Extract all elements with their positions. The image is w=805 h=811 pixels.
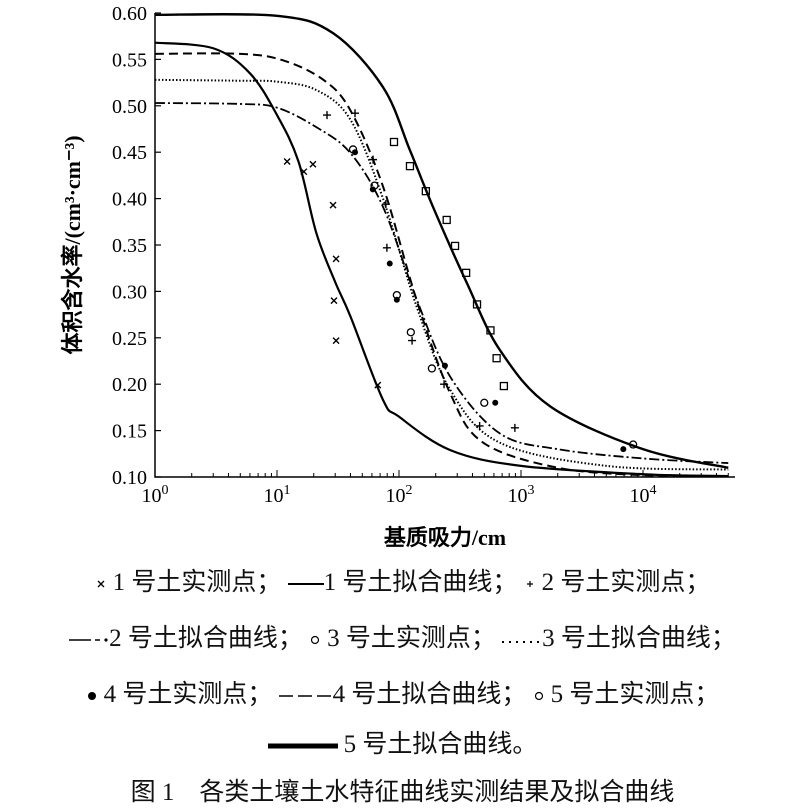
y-tick-label: 0.55 — [112, 49, 147, 71]
y-tick-label: 0.10 — [112, 467, 147, 489]
data-point-x — [309, 160, 317, 168]
data-point-dot — [352, 149, 359, 156]
y-tick-label: 0.60 — [112, 3, 147, 25]
fit-curve — [154, 78, 729, 471]
data-point-square — [442, 215, 451, 225]
data-point-plus — [369, 155, 378, 164]
data-point-plus — [381, 200, 390, 209]
fit-curves — [154, 12, 729, 478]
legend-item: 1 号土拟合曲线； — [323, 569, 518, 596]
legend-item: 2 号土实测点； — [541, 569, 711, 596]
fit-curve — [154, 12, 729, 469]
legend-row-2: 2 号土拟合曲线； 3 号土实测点； 3 号土拟合曲线； — [0, 618, 805, 654]
data-point-x — [300, 168, 308, 176]
axis-lines — [154, 13, 735, 478]
dotted-line-icon — [502, 641, 543, 644]
y-tick-label: 0.50 — [112, 96, 147, 118]
legend-item: 3 号土实测点； — [327, 625, 496, 652]
legend-row-1: 1 号土实测点； 1 号土拟合曲线； 2 号土实测点； — [0, 562, 805, 598]
x-tick-label: 101 — [264, 483, 291, 507]
data-point-circle — [427, 364, 437, 373]
data-point-dot — [441, 362, 448, 369]
data-point-circle — [628, 440, 638, 449]
dash-dot-line-icon — [69, 638, 108, 642]
bold-line-icon — [267, 743, 338, 749]
data-point-square — [405, 161, 415, 171]
legend-item: 5 号土拟合曲线。 — [343, 731, 538, 758]
x-tick-label: 104 — [630, 483, 657, 507]
chart: 0.10 0.15 0.20 0.25 0.30 0.35 0.40 0.45 0.50 0.55… — [60, 3, 735, 550]
fit-curve — [154, 41, 729, 478]
data-point-square — [486, 326, 495, 335]
circle-marker-icon — [311, 636, 320, 645]
data-point-plus — [382, 243, 391, 252]
data-point-x — [332, 255, 340, 263]
x-tick-label: 100 — [142, 483, 169, 507]
data-point-square — [499, 381, 509, 391]
fit-curve — [154, 102, 729, 464]
legend-item: 4 号土拟合曲线； — [332, 681, 527, 708]
fit-curve — [154, 52, 729, 478]
plus-marker-icon — [526, 581, 533, 588]
data-point-x — [332, 337, 340, 345]
legend-item: 5 号土实测点； — [550, 681, 720, 708]
y-tick-label: 0.30 — [112, 281, 147, 303]
data-point-plus — [351, 109, 360, 118]
solid-line-icon — [287, 583, 324, 586]
data-point-square — [472, 300, 482, 309]
data-point-circle — [406, 328, 415, 337]
data-point-plus — [323, 111, 332, 120]
data-point-square — [461, 268, 471, 277]
data-point-plus — [440, 380, 449, 389]
legend-item: 2 号土拟合曲线； — [109, 625, 303, 652]
axes: 0.10 0.15 0.20 0.25 0.30 0.35 0.40 0.45 0.50 0.55… — [112, 3, 735, 507]
y-tick-label: 0.45 — [112, 142, 147, 164]
data-point-x — [283, 157, 291, 165]
y-tick-label: 0.25 — [112, 328, 147, 350]
legend-item: 3 号土拟合曲线； — [542, 625, 736, 652]
data-point-plus — [510, 423, 519, 432]
circle-marker-icon — [534, 692, 543, 701]
data-point-square — [492, 354, 501, 363]
x-tick-label: 103 — [508, 483, 535, 507]
y-tick-label: 0.20 — [112, 374, 147, 396]
data-point-dot — [393, 296, 400, 303]
dashed-line-icon — [278, 695, 333, 698]
data-point-plus — [475, 421, 484, 430]
y-axis-label: 体积含水率/(cm³·cm⁻³) — [60, 135, 85, 354]
legend-item: 1 号土实测点； — [112, 569, 282, 596]
data-point-x — [330, 297, 338, 305]
data-point-plus — [408, 336, 417, 345]
data-point-circle — [480, 398, 489, 407]
data-point-square — [450, 241, 460, 251]
legend-row-4: 5 号土拟合曲线。 — [0, 724, 805, 760]
y-tick-label: 0.40 — [112, 189, 147, 211]
y-tick-label: 0.15 — [112, 421, 147, 443]
data-point-square — [389, 137, 399, 147]
x-marker-icon — [97, 580, 105, 588]
data-point-square — [421, 187, 431, 196]
y-tick-label: 0.35 — [112, 235, 147, 257]
dot-marker-icon — [87, 692, 96, 701]
x-tick-label: 102 — [386, 483, 413, 507]
data-point-x — [374, 381, 382, 389]
data-point-dot — [386, 260, 393, 267]
data-points — [283, 109, 638, 453]
data-point-x — [329, 201, 337, 209]
data-point-dot — [492, 399, 499, 406]
data-point-dot — [620, 446, 627, 453]
legend-item: 4 号土实测点； — [103, 681, 273, 708]
x-axis-label: 基质吸力/cm — [384, 525, 506, 550]
legend-row-3: 4 号土实测点； 4 号土拟合曲线； 5 号土实测点； — [0, 674, 805, 710]
figure-caption: 图 1 各类土壤土水特征曲线实测结果及拟合曲线 — [130, 779, 675, 806]
data-point-dot — [369, 186, 376, 193]
